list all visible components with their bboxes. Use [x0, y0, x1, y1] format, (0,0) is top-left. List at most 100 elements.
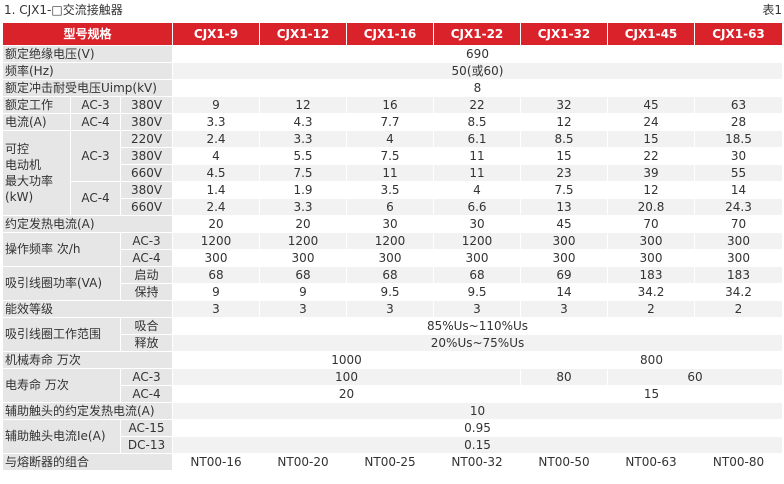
cell-value: 300	[172, 249, 260, 267]
cell-value: 34.2	[694, 283, 783, 301]
model-header: CJX1-63	[694, 22, 783, 46]
cell-value: NT00-63	[607, 453, 695, 471]
table-row: 辅助触头电流Ie(A) AC-15 0.95	[2, 419, 783, 454]
row-label-line: 电动机	[5, 158, 42, 172]
cell-value: 183	[607, 266, 695, 284]
cell-value: 300	[694, 249, 783, 267]
cell-value: 12	[520, 113, 608, 131]
cell-value: 3	[520, 300, 608, 318]
cell-value: 8.5	[520, 130, 608, 148]
cell-value: 4	[346, 130, 434, 148]
cell-value: 24	[607, 113, 695, 131]
category-label: AC-4	[70, 113, 121, 131]
cell-value: 45	[520, 215, 608, 233]
cell-value: 32	[520, 96, 608, 114]
cell-value: 23	[520, 164, 608, 182]
cell-value: 68	[433, 266, 521, 284]
category-label: AC-3	[70, 96, 121, 114]
cell-value: 100	[172, 368, 521, 386]
row-label: 吸引线圈工作范围	[2, 317, 121, 352]
row-label-line: 可控	[5, 142, 30, 156]
cell-value: 9.5	[346, 283, 434, 301]
cell-value: 39	[607, 164, 695, 182]
table-row: AC-4 380V 1.4 1.9 3.5 4 7.5 12 14	[3, 181, 783, 216]
cell-value: NT00-25	[346, 453, 434, 471]
cell-value: 70	[607, 215, 695, 233]
table-row: 约定发热电流(A) 20 20 30 30 45 70 70	[2, 215, 783, 233]
table-row: 电流(A) AC-4 380V 3.3 4.3 7.7 8.5 12 24 28	[2, 113, 783, 131]
cell-value: 10	[172, 402, 783, 420]
row-label: 约定发热电流(A)	[2, 215, 173, 233]
table-row: 能效等级 3 3 3 3 3 2 2	[2, 300, 783, 318]
cell-value: NT00-50	[520, 453, 608, 471]
cell-value: 3.5	[346, 181, 434, 199]
cell-value: 14	[694, 181, 783, 199]
cell-value: 69	[520, 266, 608, 284]
cell-value: 68	[346, 266, 434, 284]
category-label: AC-3	[120, 232, 173, 250]
cell-value: 3.3	[259, 198, 347, 216]
cell-value: 9	[172, 96, 260, 114]
cell-value: 8	[172, 79, 783, 97]
cell-value: 1.9	[259, 181, 347, 199]
category-label: AC-4	[70, 181, 121, 216]
voltage-label: 220V	[120, 130, 173, 148]
cell-value: 4	[433, 181, 521, 199]
cell-value: 20%Us~75%Us	[172, 334, 783, 352]
cell-value: 11	[433, 147, 521, 165]
table-row: 额定冲击耐受电压Uimp(kV) 8	[2, 79, 783, 97]
table-row: 释放 20%Us~75%Us	[3, 334, 783, 352]
voltage-label: 380V	[120, 147, 173, 165]
table-row: 保持 9 9 9.5 9.5 14 34.2 34.2	[3, 283, 783, 301]
voltage-label: 380V	[120, 96, 173, 114]
cell-value: 13	[520, 198, 608, 216]
model-header: CJX1-16	[346, 22, 434, 46]
cell-value: 2.4	[172, 130, 260, 148]
cell-value: NT00-32	[433, 453, 521, 471]
cell-value: 68	[172, 266, 260, 284]
cell-value: 3	[259, 300, 347, 318]
cell-value: 20	[172, 385, 521, 403]
category-label: 吸合	[120, 317, 173, 335]
cell-value: 24.3	[694, 198, 783, 216]
cell-value: 20.8	[607, 198, 695, 216]
cell-value: 4.3	[259, 113, 347, 131]
cell-value: 300	[259, 249, 347, 267]
cell-value: 30	[346, 215, 434, 233]
cell-value: 7.5	[346, 147, 434, 165]
cell-value: 3	[433, 300, 521, 318]
category-label: 释放	[120, 334, 173, 352]
row-label: 额定冲击耐受电压Uimp(kV)	[2, 79, 173, 97]
table-row: 操作频率 次/h AC-3 1200 1200 1200 1200 300 30…	[2, 232, 783, 267]
table-row: DC-13 0.15	[3, 436, 783, 454]
table-row: 电寿命 万次 AC-3 100 80 60	[2, 368, 783, 403]
cell-value: 7.7	[346, 113, 434, 131]
table-row: 380V 4 5.5 7.5 11 15 22 30	[3, 147, 783, 165]
category-label: AC-15	[120, 419, 173, 437]
cell-value: 300	[694, 232, 783, 250]
cell-value: 50(或60)	[172, 62, 783, 80]
cell-value: NT00-16	[172, 453, 260, 471]
voltage-label: 660V	[120, 164, 173, 182]
cell-value: 5.5	[259, 147, 347, 165]
cell-value: 55	[694, 164, 783, 182]
row-label: 电流(A)	[2, 113, 71, 131]
cell-value: 80	[520, 368, 608, 386]
cell-value: 0.15	[172, 436, 783, 454]
cell-value: 1200	[259, 232, 347, 250]
table-row: 可控 电动机 最大功率 (kW) AC-3 220V 2.4 3.3 4 6.1…	[2, 130, 783, 216]
cell-value: 85%Us~110%Us	[172, 317, 783, 335]
cell-value: 12	[607, 181, 695, 199]
row-label-line: (kW)	[5, 190, 34, 204]
cell-value: 14	[520, 283, 608, 301]
cell-value: 7.5	[520, 181, 608, 199]
row-label: 操作频率 次/h	[2, 232, 121, 267]
cell-value: 8.5	[433, 113, 521, 131]
cell-value: 6.6	[433, 198, 521, 216]
table-row: 额定绝缘电压(V) 690	[2, 45, 783, 63]
cell-value: 70	[694, 215, 783, 233]
table-row: 机械寿命 万次 1000 800	[2, 351, 783, 369]
cell-value: 0.95	[172, 419, 783, 437]
row-label: 辅助触头的约定发热电流(A)	[2, 402, 173, 420]
model-spec-header: 型号规格	[2, 22, 173, 46]
